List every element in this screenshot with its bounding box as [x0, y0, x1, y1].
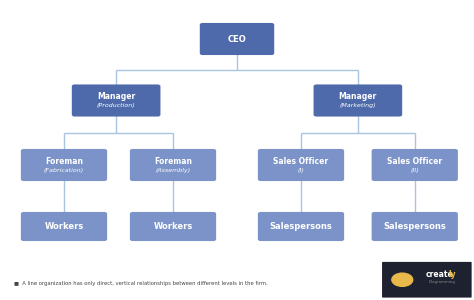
- FancyBboxPatch shape: [313, 84, 402, 116]
- FancyBboxPatch shape: [258, 149, 344, 181]
- Text: Foreman: Foreman: [45, 157, 83, 166]
- Text: Sales Officer: Sales Officer: [273, 157, 328, 166]
- Text: Foreman: Foreman: [154, 157, 192, 166]
- Text: Manager: Manager: [339, 92, 377, 101]
- Text: Diagramming: Diagramming: [429, 280, 456, 284]
- FancyBboxPatch shape: [72, 84, 160, 116]
- Text: Manager: Manager: [97, 92, 135, 101]
- Text: (II): (II): [410, 168, 419, 173]
- Circle shape: [392, 273, 413, 286]
- FancyBboxPatch shape: [21, 149, 107, 181]
- FancyBboxPatch shape: [130, 212, 216, 241]
- Text: ly: ly: [448, 270, 456, 279]
- Text: create: create: [426, 270, 454, 279]
- Text: CEO: CEO: [228, 34, 246, 43]
- Text: Salespersons: Salespersons: [383, 222, 446, 231]
- Text: ■  A line organization has only direct, vertical relationships between different: ■ A line organization has only direct, v…: [14, 281, 268, 286]
- Text: (Assembly): (Assembly): [155, 168, 191, 173]
- FancyBboxPatch shape: [130, 149, 216, 181]
- Text: Workers: Workers: [154, 222, 192, 231]
- Text: Salespersons: Salespersons: [270, 222, 332, 231]
- FancyBboxPatch shape: [372, 149, 458, 181]
- Text: (Marketing): (Marketing): [339, 103, 376, 108]
- FancyBboxPatch shape: [21, 212, 107, 241]
- Text: (Production): (Production): [97, 103, 136, 108]
- Text: Workers: Workers: [45, 222, 83, 231]
- Text: (I): (I): [298, 168, 304, 173]
- FancyBboxPatch shape: [258, 212, 344, 241]
- Text: Sales Officer: Sales Officer: [387, 157, 442, 166]
- FancyBboxPatch shape: [372, 212, 458, 241]
- Text: (Fabrication): (Fabrication): [44, 168, 84, 173]
- FancyBboxPatch shape: [200, 23, 274, 55]
- FancyBboxPatch shape: [382, 262, 472, 298]
